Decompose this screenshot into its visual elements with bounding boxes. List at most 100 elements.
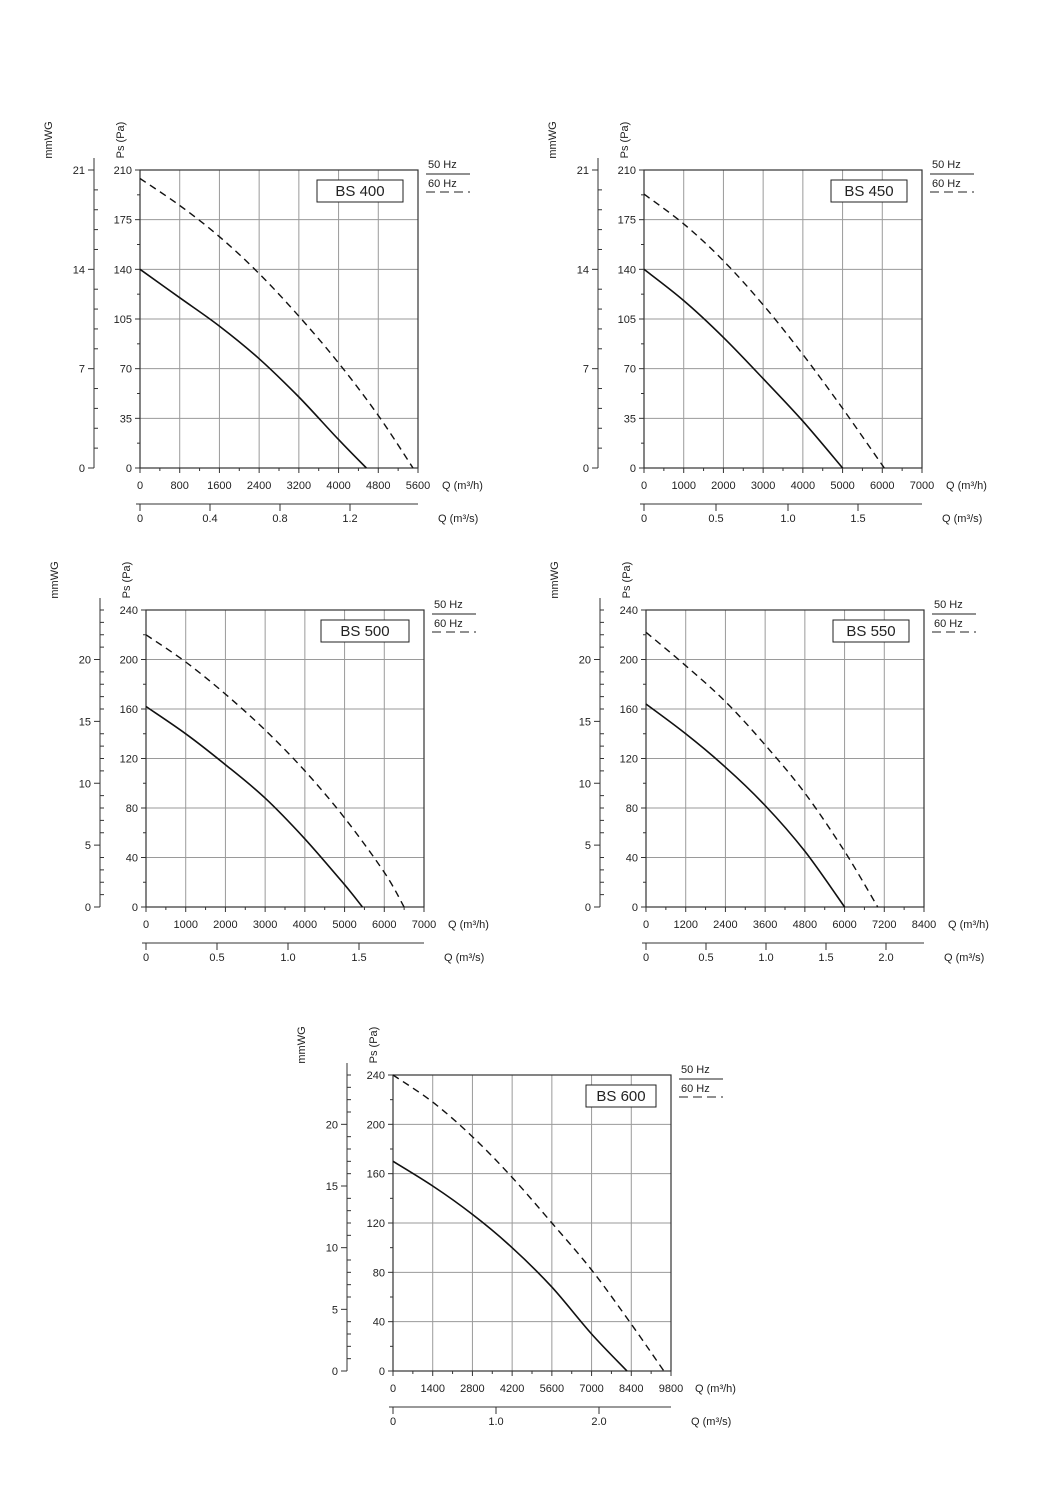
- mmwg-tick-label: 21: [73, 165, 85, 177]
- y-tick-label: 240: [620, 605, 638, 617]
- m3s-tick-label: 1.0: [488, 1416, 503, 1428]
- chart-bs-450: 0 35 70 105 140 175 210 Ps (Pa) 0 7 14 21 mmWG 0 1000 2…: [547, 121, 987, 525]
- y-tick-label: 0: [632, 902, 638, 914]
- x-tick-label: 3600: [753, 919, 777, 931]
- chart-bs-400: 0 35 70 105 140 175 210 Ps (Pa) 0 7 14 21 mmWG 0 800 16…: [43, 121, 483, 525]
- legend-60hz-label: 60 Hz: [932, 178, 961, 190]
- x-tick-label: 0: [390, 1383, 396, 1395]
- y-axis-title-pa: Ps (Pa): [619, 122, 631, 159]
- x-tick-label: 1000: [671, 480, 695, 492]
- m3s-tick-label: 0: [390, 1416, 396, 1428]
- y-tick-label: 210: [618, 165, 636, 177]
- x-tick-label: 5600: [406, 480, 430, 492]
- x-tick-label: 5000: [332, 919, 356, 931]
- x-tick-label: 2800: [460, 1383, 484, 1395]
- mmwg-tick-label: 20: [79, 655, 91, 667]
- mmwg-tick-label: 0: [585, 902, 591, 914]
- mmwg-tick-label: 15: [79, 716, 91, 728]
- mmwg-tick-label: 21: [577, 165, 589, 177]
- mmwg-tick-label: 20: [579, 655, 591, 667]
- y-tick-label: 105: [618, 314, 636, 326]
- x-axis-title-m3s: Q (m³/s): [444, 952, 484, 964]
- x-tick-label: 3200: [287, 480, 311, 492]
- legend-60hz-label: 60 Hz: [681, 1083, 710, 1095]
- x-tick-label: 4000: [791, 480, 815, 492]
- chart-bs-600: 0 40 80 120 160 200 240 Ps (Pa) 0 5 10 15 20 mmWG 0 140…: [296, 1026, 736, 1428]
- legend-60hz-label: 60 Hz: [434, 618, 463, 630]
- model-label-box: [316, 179, 404, 203]
- x-tick-label: 2400: [247, 480, 271, 492]
- mmwg-tick-label: 5: [585, 840, 591, 852]
- legend-50hz-label: 50 Hz: [934, 599, 963, 611]
- x-axis-title-m3s: Q (m³/s): [942, 513, 982, 525]
- y-tick-label: 210: [114, 165, 132, 177]
- model-label-box: [320, 619, 410, 643]
- legend-60hz-label: 60 Hz: [428, 178, 457, 190]
- curve-50hz: [139, 268, 367, 469]
- mmwg-tick-label: 7: [79, 364, 85, 376]
- x-tick-label: 8400: [619, 1383, 643, 1395]
- y-tick-label: 40: [626, 853, 638, 865]
- mmwg-tick-label: 15: [326, 1181, 338, 1193]
- y-tick-label: 175: [114, 215, 132, 227]
- x-tick-label: 4200: [500, 1383, 524, 1395]
- x-tick-label: 6000: [832, 919, 856, 931]
- y-tick-label: 160: [367, 1169, 385, 1181]
- mmwg-tick-label: 14: [73, 264, 85, 276]
- x-tick-label: 7000: [910, 480, 934, 492]
- m3s-tick-label: 0: [137, 513, 143, 525]
- y-tick-label: 200: [367, 1119, 385, 1131]
- y-tick-label: 120: [120, 754, 138, 766]
- x-tick-label: 6000: [870, 480, 894, 492]
- y-tick-label: 80: [626, 803, 638, 815]
- model-label-box: [830, 179, 908, 203]
- x-tick-label: 4000: [326, 480, 350, 492]
- y-tick-label: 200: [120, 655, 138, 667]
- y-tick-label: 0: [630, 463, 636, 475]
- mmwg-tick-label: 7: [583, 364, 589, 376]
- x-axis-title-m3s: Q (m³/s): [691, 1416, 731, 1428]
- x-axis-title-m3h: Q (m³/h): [442, 480, 483, 492]
- mmwg-tick-label: 20: [326, 1119, 338, 1131]
- y-tick-label: 140: [114, 264, 132, 276]
- m3s-tick-label: 1.2: [342, 513, 357, 525]
- x-tick-label: 5000: [830, 480, 854, 492]
- y-tick-label: 0: [379, 1366, 385, 1378]
- x-tick-label: 9800: [659, 1383, 683, 1395]
- y-tick-label: 160: [120, 704, 138, 716]
- curve-50hz: [145, 705, 364, 908]
- mmwg-tick-label: 0: [85, 902, 91, 914]
- model-label-box: [585, 1084, 657, 1108]
- y-tick-label: 140: [618, 264, 636, 276]
- x-axis-title-m3s: Q (m³/s): [944, 952, 984, 964]
- model-label-box: [832, 619, 910, 643]
- mmwg-tick-label: 0: [583, 463, 589, 475]
- y-axis-title-mmwg: mmWG: [296, 1026, 308, 1063]
- m3s-tick-label: 0: [643, 952, 649, 964]
- y-tick-label: 105: [114, 314, 132, 326]
- curve-60hz: [145, 634, 405, 908]
- mmwg-tick-label: 5: [332, 1304, 338, 1316]
- m3s-tick-label: 0: [641, 513, 647, 525]
- x-tick-label: 3000: [253, 919, 277, 931]
- x-tick-label: 0: [641, 480, 647, 492]
- y-tick-label: 35: [624, 413, 636, 425]
- x-tick-label: 1200: [673, 919, 697, 931]
- x-tick-label: 2000: [213, 919, 237, 931]
- y-tick-label: 70: [120, 364, 132, 376]
- x-axis-title-m3h: Q (m³/h): [695, 1383, 736, 1395]
- mmwg-tick-label: 10: [579, 778, 591, 790]
- mmwg-tick-label: 15: [579, 716, 591, 728]
- m3s-tick-label: 0.5: [708, 513, 723, 525]
- y-axis-title-mmwg: mmWG: [549, 561, 561, 598]
- x-tick-label: 1000: [173, 919, 197, 931]
- y-tick-label: 35: [120, 413, 132, 425]
- x-tick-label: 7000: [579, 1383, 603, 1395]
- y-axis-title-pa: Ps (Pa): [621, 562, 633, 599]
- y-axis-title-mmwg: mmWG: [49, 561, 61, 598]
- y-tick-label: 80: [126, 803, 138, 815]
- x-tick-label: 0: [643, 919, 649, 931]
- y-tick-label: 0: [126, 463, 132, 475]
- m3s-tick-label: 0.4: [202, 513, 217, 525]
